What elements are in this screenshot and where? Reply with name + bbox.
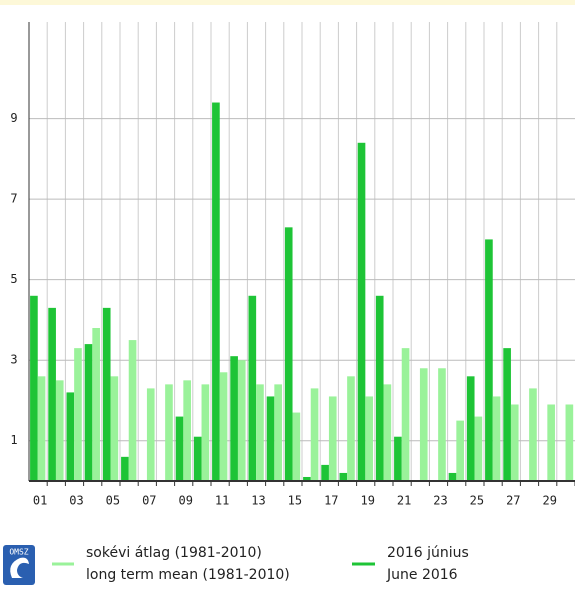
bar [48,307,56,481]
bar [492,396,501,481]
bar [212,102,220,482]
bar [110,376,119,481]
bar [92,328,100,481]
bar [339,472,348,481]
bar [274,384,282,481]
legend-label: June 2016 [386,567,458,583]
bar [321,464,329,481]
bar [303,476,311,481]
bar [74,348,82,481]
bar [383,384,392,481]
x-tick-label: 27 [506,494,520,508]
x-tick-label: 03 [69,494,83,508]
bar [310,388,319,481]
bar [438,368,446,481]
bar [165,384,173,481]
bar [365,396,373,481]
x-tick-label: 01 [33,494,47,508]
x-tick-label: 07 [142,494,156,508]
bar [456,420,464,481]
bar [375,295,384,481]
y-tick-label: 1 [10,433,17,447]
bar [84,344,93,481]
legend-label: sokévi átlag (1981-2010) [86,545,262,561]
bar [248,295,257,481]
bar [503,348,511,481]
bar [485,239,493,481]
bar [394,436,402,481]
logo: OMSZ [3,545,35,585]
bar [547,404,555,481]
x-tick-label: 17 [324,494,338,508]
bar [37,376,46,481]
logo-text: OMSZ [9,548,28,557]
x-tick-label: 23 [433,494,447,508]
legend-label: 2016 június [387,545,469,561]
bar [448,472,457,481]
bar [328,396,337,481]
x-tick-label: 29 [542,494,556,508]
bar [284,227,293,481]
x-tick-label: 15 [288,494,302,508]
x-tick-label: 25 [470,494,484,508]
bar [183,380,191,481]
y-tick-label: 7 [10,192,17,206]
bar [565,404,574,481]
bar [102,307,111,481]
bar [146,388,155,481]
bar [256,384,264,481]
bar [230,356,238,481]
bar [347,376,355,481]
bar [55,380,64,481]
bar [266,396,275,481]
bar [292,412,301,481]
logo-swirl [10,557,29,578]
x-tick-label: 09 [178,494,192,508]
x-tick-label: 21 [397,494,411,508]
bar [401,348,410,481]
legend-label: long term mean (1981-2010) [86,567,290,583]
bar [121,456,129,481]
bar [419,368,428,481]
x-tick-label: 11 [215,494,229,508]
bar [474,416,483,481]
bar [175,416,184,481]
bar [30,295,38,481]
bar [529,388,537,481]
y-tick-label: 9 [10,111,17,125]
bar [201,384,210,481]
bar [66,392,75,481]
bar [357,142,366,481]
bar [128,340,137,481]
x-tick-label: 05 [106,494,120,508]
bar [237,360,246,481]
bar [466,376,475,481]
top-band [0,0,575,5]
x-tick-label: 19 [360,494,374,508]
bar [193,436,202,481]
x-tick-label: 13 [251,494,265,508]
bar [510,404,519,481]
y-tick-label: 5 [10,272,17,286]
bar [219,372,228,481]
y-tick-label: 3 [10,353,17,367]
